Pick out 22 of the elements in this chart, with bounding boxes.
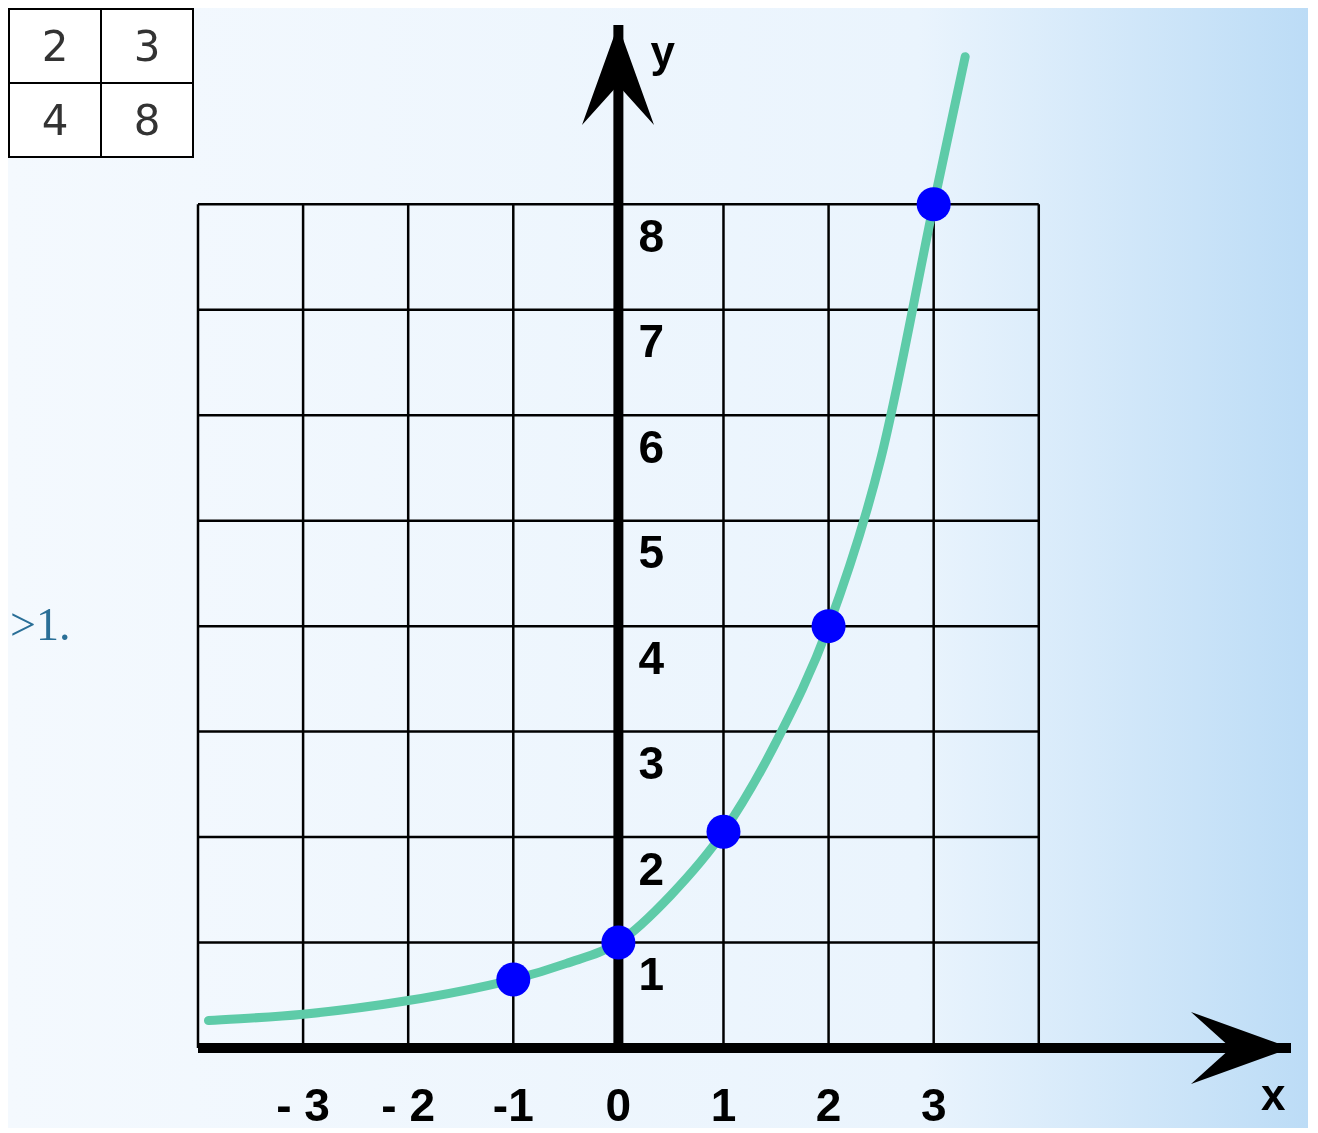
x-tick-label: - 2 (381, 1078, 436, 1131)
y-tick-label: 3 (638, 737, 664, 790)
text: 3 (101, 9, 193, 83)
text: >1. (10, 598, 71, 651)
x-tick-label: - 3 (276, 1078, 330, 1131)
y-tick-label: 1 (638, 948, 664, 1001)
y-tick-label: 7 (638, 315, 664, 368)
y-tick-label: 5 (638, 526, 664, 579)
x-tick-label: 2 (815, 1078, 842, 1131)
y-tick-label: 8 (638, 209, 664, 262)
x-axis-title: x (1261, 1070, 1286, 1120)
x-tick-label: 3 (920, 1078, 947, 1131)
x-tick-label: -1 (492, 1078, 534, 1131)
x-tick-label: 1 (710, 1078, 737, 1131)
y-tick-label: 4 (638, 631, 665, 684)
text: 2 (9, 9, 101, 83)
y-axis-title: y (650, 27, 676, 77)
x-tick-label: 0 (605, 1078, 632, 1131)
text: 4 (9, 83, 101, 157)
text: 8 (101, 83, 193, 157)
y-tick-label: 2 (638, 842, 664, 895)
y-tick-label: 6 (638, 420, 664, 473)
